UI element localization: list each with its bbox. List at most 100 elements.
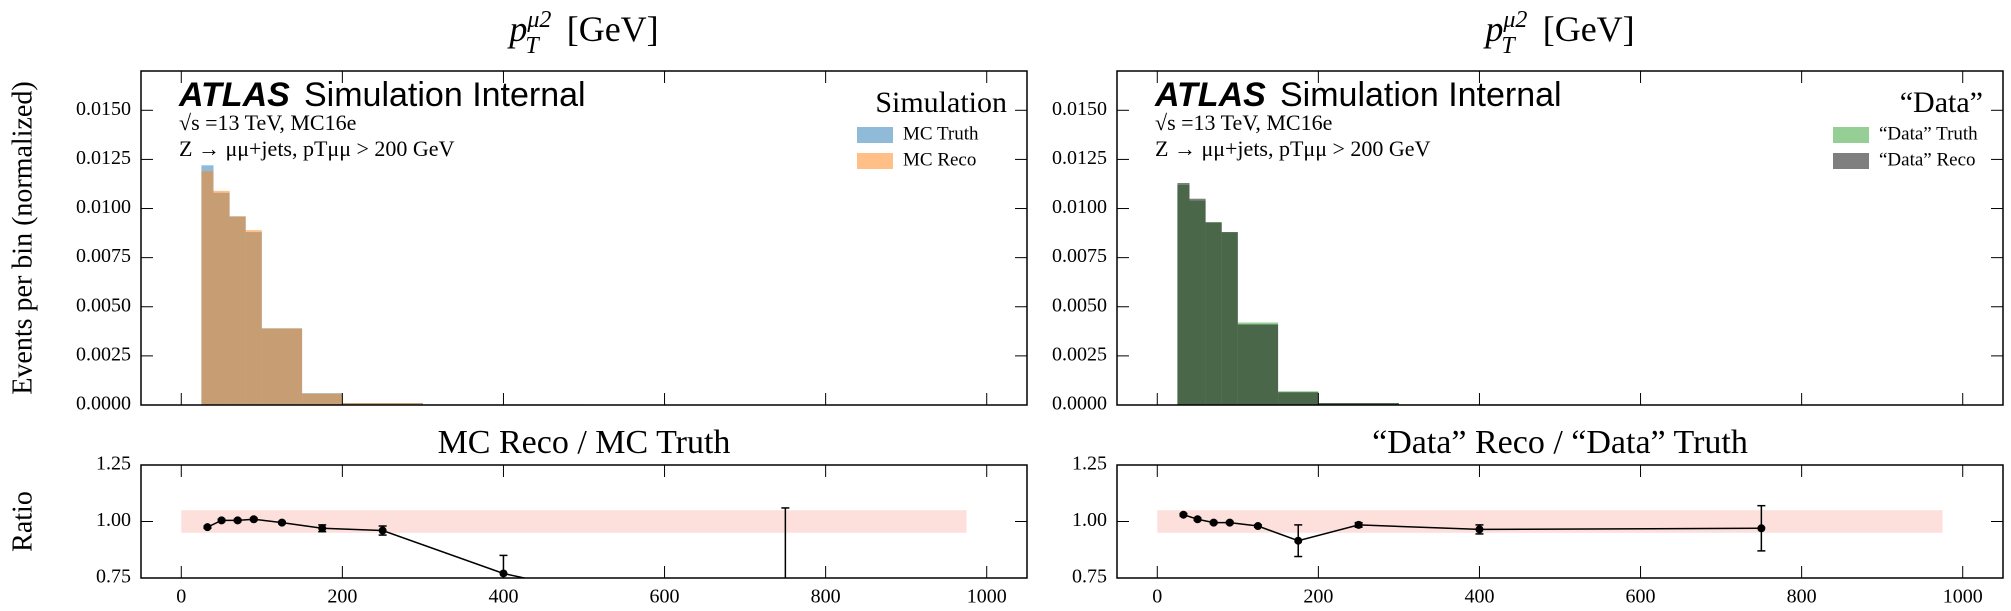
legend-label: MC Truth xyxy=(903,123,979,144)
y-tick-label: 0.0050 xyxy=(1052,294,1107,316)
y-tick-label: 0.0150 xyxy=(1052,98,1107,120)
chart-title: pμ2 T [GeV] xyxy=(1482,7,1634,59)
plot-area xyxy=(1157,504,1943,558)
x-tick-label: 1000 xyxy=(1943,586,1983,608)
bar xyxy=(213,190,230,405)
annotation: √s =13 TeV, MC16e xyxy=(1155,110,1332,135)
band xyxy=(1157,510,1943,533)
y-tick-label: 0.0075 xyxy=(76,245,131,267)
legend-label: “Data” Reco xyxy=(1879,149,1976,170)
y-tick-label: 0.0000 xyxy=(76,393,131,415)
point xyxy=(217,516,226,525)
point xyxy=(1193,515,1202,524)
bar xyxy=(1278,392,1319,405)
title-base: p xyxy=(1482,9,1503,49)
plot-area xyxy=(181,507,967,578)
x-tick-label: 400 xyxy=(488,586,518,608)
point xyxy=(203,523,212,532)
status: Simulation Internal xyxy=(304,76,586,114)
x-tick-label: 800 xyxy=(811,586,841,608)
title-sup: μ2 xyxy=(526,7,551,33)
title-unit: [GeV] xyxy=(567,9,659,49)
point xyxy=(249,515,258,524)
chart-title: MC Reco / MC Truth xyxy=(438,424,731,461)
point xyxy=(1294,536,1303,545)
y-tick-label: 0.0075 xyxy=(1052,245,1107,267)
y-tick-label: 0.0100 xyxy=(1052,196,1107,218)
annotation: Z → μμ+jets, pTμμ > 200 GeV xyxy=(179,136,455,161)
point xyxy=(1225,518,1234,527)
y-tick-label: 0.0125 xyxy=(76,147,131,169)
bar xyxy=(302,393,343,405)
point xyxy=(1179,510,1188,519)
y-tick-label: 0.75 xyxy=(1072,566,1107,588)
bar xyxy=(261,328,303,405)
bar xyxy=(1205,222,1222,405)
bar xyxy=(342,403,423,405)
bar xyxy=(1189,198,1206,405)
y-axis-label: Events per bin (normalized) xyxy=(7,81,38,394)
title-base: p xyxy=(506,9,527,49)
point xyxy=(378,526,387,535)
annotation: √s =13 TeV, MC16e xyxy=(179,110,356,135)
legend-swatch xyxy=(1833,153,1869,169)
x-tick-label: 200 xyxy=(327,586,357,608)
point xyxy=(318,524,327,533)
point xyxy=(1475,525,1484,534)
y-tick-label: 1.00 xyxy=(1072,509,1107,531)
x-tick-label: 600 xyxy=(1626,586,1656,608)
y-tick-label: 0.0150 xyxy=(76,98,131,120)
bar xyxy=(229,216,246,405)
y-tick-label: 0.0050 xyxy=(76,294,131,316)
y-tick-label: 1.00 xyxy=(96,509,131,531)
x-tick-label: 600 xyxy=(650,586,680,608)
legend-label: MC Reco xyxy=(903,149,976,170)
x-tick-label: 0 xyxy=(1152,586,1162,608)
bar xyxy=(1237,324,1279,405)
legend-swatch xyxy=(857,127,893,143)
axes-frame xyxy=(140,70,1028,406)
bar xyxy=(1318,403,1399,405)
title-unit: [GeV] xyxy=(1543,9,1635,49)
bar xyxy=(1177,182,1190,405)
x-tick-label: 200 xyxy=(1303,586,1333,608)
bar xyxy=(245,230,262,405)
legend-title: Simulation xyxy=(875,86,1007,119)
x-tick-label: 800 xyxy=(1787,586,1817,608)
y-tick-label: 0.0000 xyxy=(1052,393,1107,415)
point xyxy=(1253,522,1262,531)
y-tick-label: 0.0025 xyxy=(76,343,131,365)
point xyxy=(1757,524,1766,533)
y-axis-label: Ratio xyxy=(7,491,38,552)
title-sub: T xyxy=(1501,33,1516,59)
title-sub: T xyxy=(525,33,540,59)
legend-label: “Data” Truth xyxy=(1879,123,1978,144)
point xyxy=(233,516,242,525)
status: Simulation Internal xyxy=(1280,76,1562,114)
legend-swatch xyxy=(857,153,893,169)
x-tick-label: 0 xyxy=(176,586,186,608)
experiment: ATLAS xyxy=(178,76,290,114)
axes-frame xyxy=(1116,464,2004,579)
bar xyxy=(201,171,214,405)
x-tick-label: 1000 xyxy=(967,586,1007,608)
y-tick-label: 1.25 xyxy=(1072,453,1107,475)
point xyxy=(277,518,286,527)
title-sup: μ2 xyxy=(1502,7,1527,33)
plot-area xyxy=(201,165,987,405)
axes-frame xyxy=(1116,70,2004,406)
y-tick-label: 0.75 xyxy=(96,566,131,588)
bar xyxy=(1221,232,1238,405)
chart-title: pμ2 T [GeV] xyxy=(506,7,658,59)
point xyxy=(1354,520,1363,529)
y-tick-label: 0.0100 xyxy=(76,196,131,218)
plot-area xyxy=(1177,182,1963,405)
annotation: Z → μμ+jets, pTμμ > 200 GeV xyxy=(1155,136,1431,161)
axes-frame xyxy=(140,464,1028,579)
chart-title: “Data” Reco / “Data” Truth xyxy=(1372,424,1748,461)
experiment: ATLAS xyxy=(1154,76,1266,114)
legend-swatch xyxy=(1833,127,1869,143)
legend-title: “Data” xyxy=(1900,86,1983,119)
x-tick-label: 400 xyxy=(1464,586,1494,608)
y-tick-label: 1.25 xyxy=(96,453,131,475)
